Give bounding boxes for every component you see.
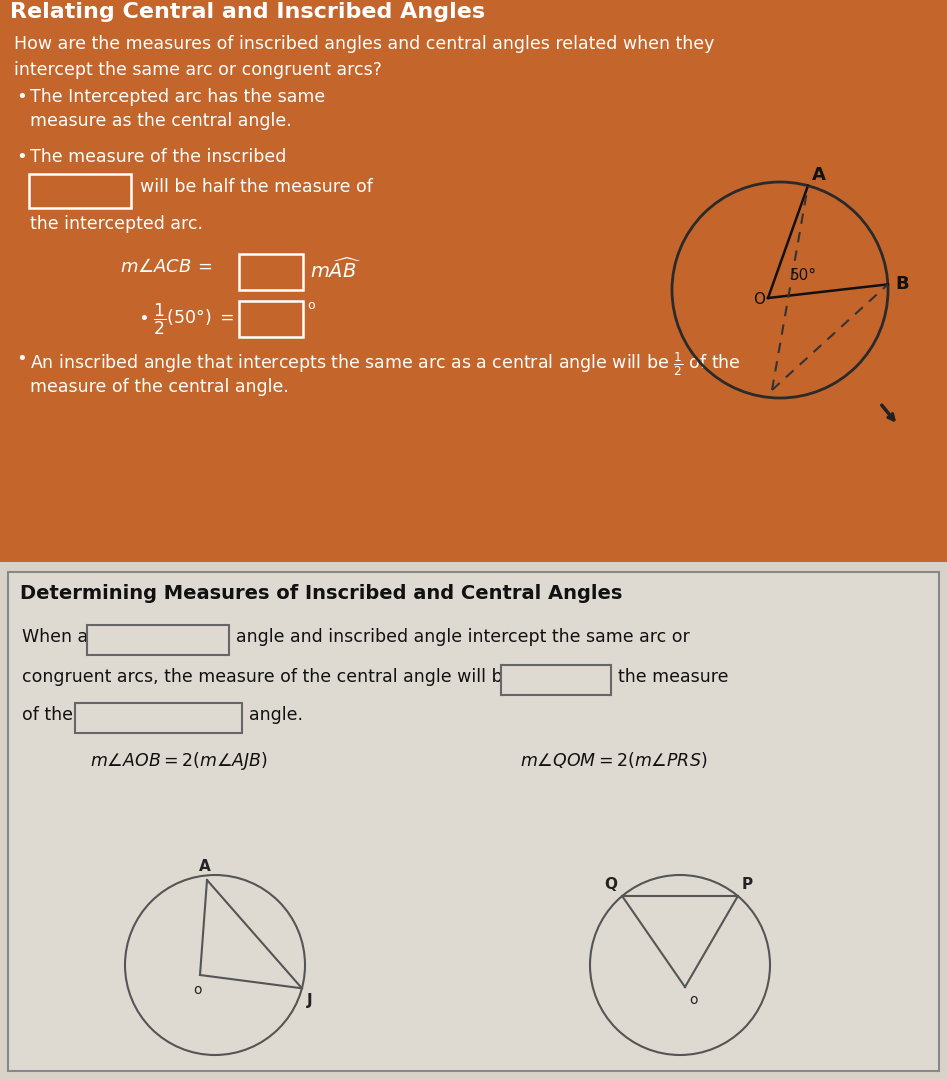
Text: Determining Measures of Inscribed and Central Angles: Determining Measures of Inscribed and Ce… bbox=[20, 584, 622, 603]
Text: How are the measures of inscribed angles and central angles related when they: How are the measures of inscribed angles… bbox=[14, 35, 714, 53]
Text: o: o bbox=[689, 993, 698, 1007]
Bar bbox=[0, 0, 947, 562]
Text: the measure: the measure bbox=[618, 668, 728, 686]
Text: •: • bbox=[16, 350, 27, 368]
Text: An inscribed angle that intercepts the same arc as a central angle will be $\fra: An inscribed angle that intercepts the s… bbox=[30, 350, 741, 378]
Text: •: • bbox=[16, 148, 27, 166]
Text: angle and inscribed angle intercept the same arc or: angle and inscribed angle intercept the … bbox=[236, 628, 689, 646]
Text: 50°: 50° bbox=[790, 269, 817, 284]
Text: $m\widehat{AB}$: $m\widehat{AB}$ bbox=[310, 258, 362, 283]
Text: congruent arcs, the measure of the central angle will be: congruent arcs, the measure of the centr… bbox=[22, 668, 513, 686]
Text: The Intercepted arc has the same: The Intercepted arc has the same bbox=[30, 88, 325, 106]
Text: the intercepted arc.: the intercepted arc. bbox=[30, 215, 203, 233]
Text: will be half the measure of: will be half the measure of bbox=[140, 178, 373, 196]
Text: Q: Q bbox=[604, 877, 617, 892]
FancyBboxPatch shape bbox=[87, 625, 229, 655]
FancyBboxPatch shape bbox=[29, 174, 131, 208]
Text: P: P bbox=[742, 877, 753, 892]
Text: $m\angle AOB = 2(m\angle AJB)$: $m\angle AOB = 2(m\angle AJB)$ bbox=[90, 750, 268, 771]
Text: A: A bbox=[812, 166, 826, 183]
Text: O: O bbox=[753, 292, 765, 308]
Text: o: o bbox=[307, 299, 314, 312]
Text: A: A bbox=[199, 859, 211, 874]
Text: •: • bbox=[16, 88, 27, 106]
Text: B: B bbox=[896, 275, 909, 293]
FancyBboxPatch shape bbox=[8, 572, 939, 1071]
Text: o: o bbox=[194, 983, 203, 997]
Text: $m\angle QOM = 2(m\angle PRS)$: $m\angle QOM = 2(m\angle PRS)$ bbox=[520, 750, 707, 770]
Text: $m\angle ACB\,=$: $m\angle ACB\,=$ bbox=[120, 258, 212, 276]
Text: of the: of the bbox=[22, 706, 73, 724]
FancyBboxPatch shape bbox=[75, 704, 242, 733]
Text: measure as the central angle.: measure as the central angle. bbox=[30, 112, 292, 129]
FancyBboxPatch shape bbox=[239, 254, 303, 290]
Text: The measure of the inscribed: The measure of the inscribed bbox=[30, 148, 286, 166]
Bar bbox=[0, 562, 947, 1079]
FancyBboxPatch shape bbox=[239, 301, 303, 337]
Text: intercept the same arc or congruent arcs?: intercept the same arc or congruent arcs… bbox=[14, 62, 382, 79]
Text: $\bullet\;\dfrac{1}{2}(50°)\;=$: $\bullet\;\dfrac{1}{2}(50°)\;=$ bbox=[138, 302, 234, 338]
Text: When a: When a bbox=[22, 628, 88, 646]
Text: measure of the central angle.: measure of the central angle. bbox=[30, 378, 289, 396]
Text: angle.: angle. bbox=[249, 706, 303, 724]
Text: Relating Central and Inscribed Angles: Relating Central and Inscribed Angles bbox=[10, 2, 485, 22]
FancyBboxPatch shape bbox=[501, 665, 611, 695]
Text: J: J bbox=[307, 994, 313, 1008]
